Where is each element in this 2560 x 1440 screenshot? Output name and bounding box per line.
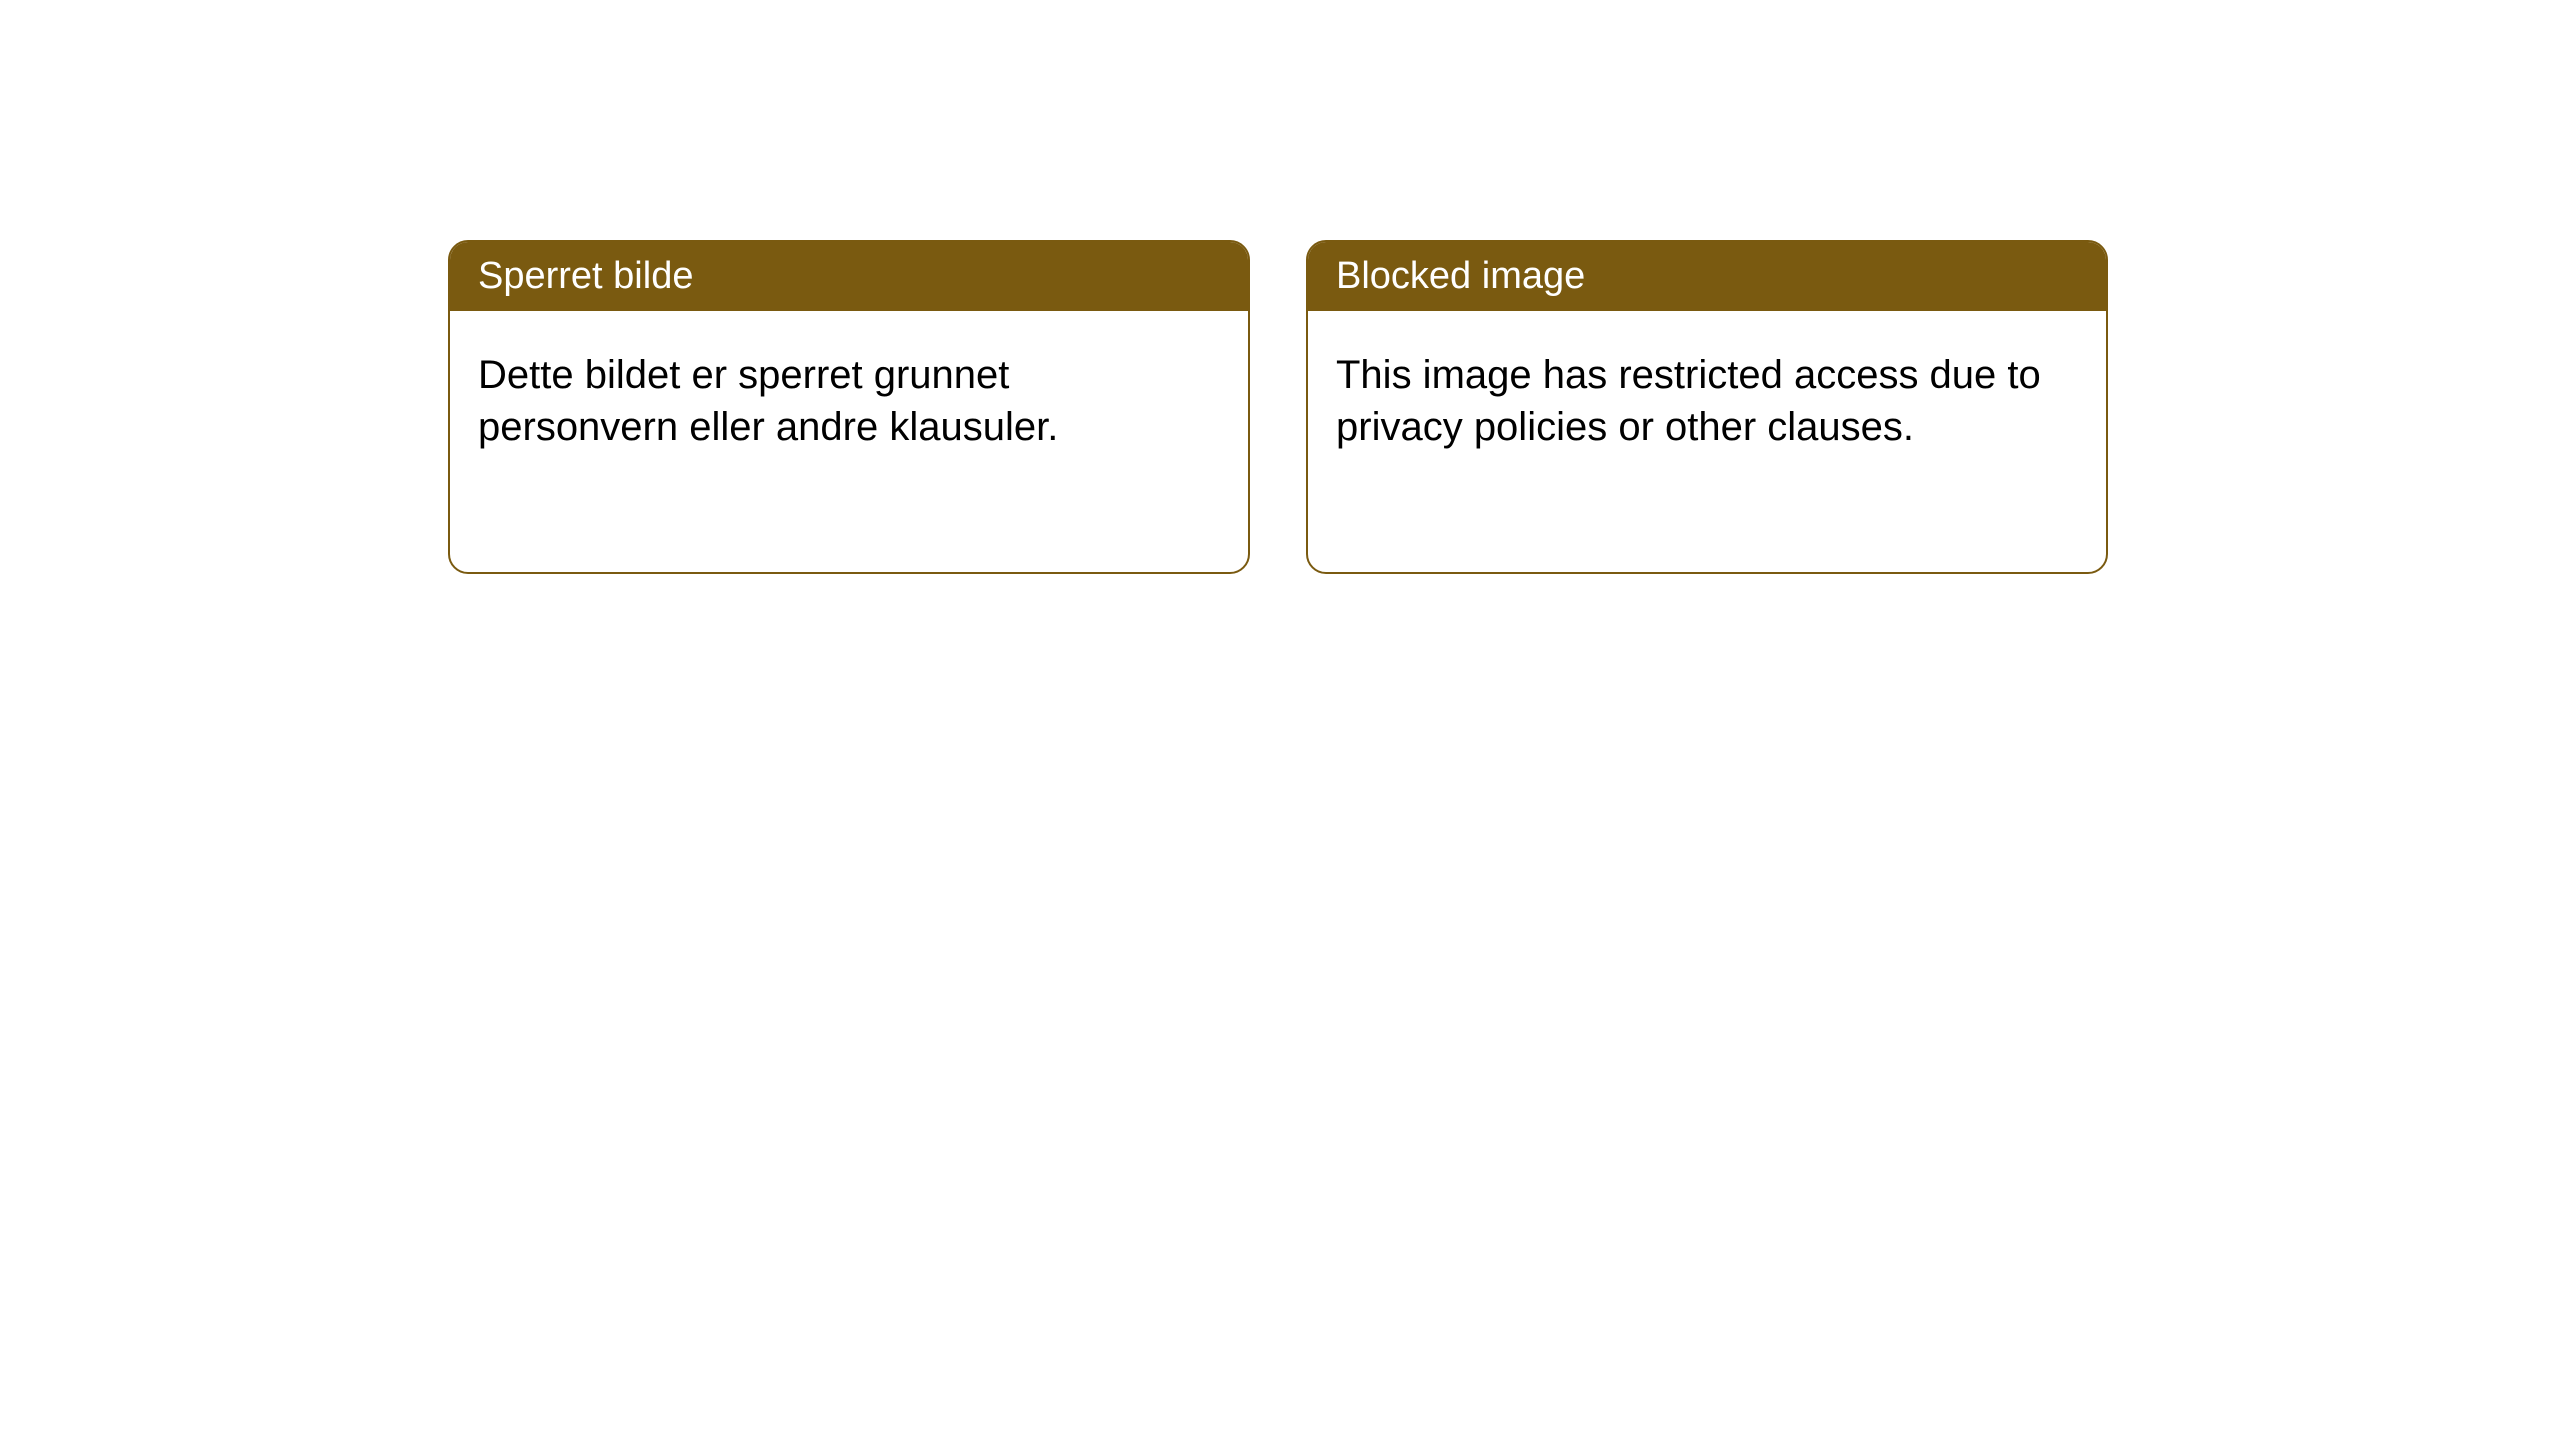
notice-body: This image has restricted access due to … [1308,311,2106,491]
notice-header: Blocked image [1308,242,2106,311]
blocked-image-notice-en: Blocked image This image has restricted … [1306,240,2108,574]
notice-container: Sperret bilde Dette bildet er sperret gr… [0,0,2560,574]
blocked-image-notice-no: Sperret bilde Dette bildet er sperret gr… [448,240,1250,574]
notice-header: Sperret bilde [450,242,1248,311]
notice-body: Dette bildet er sperret grunnet personve… [450,311,1248,491]
